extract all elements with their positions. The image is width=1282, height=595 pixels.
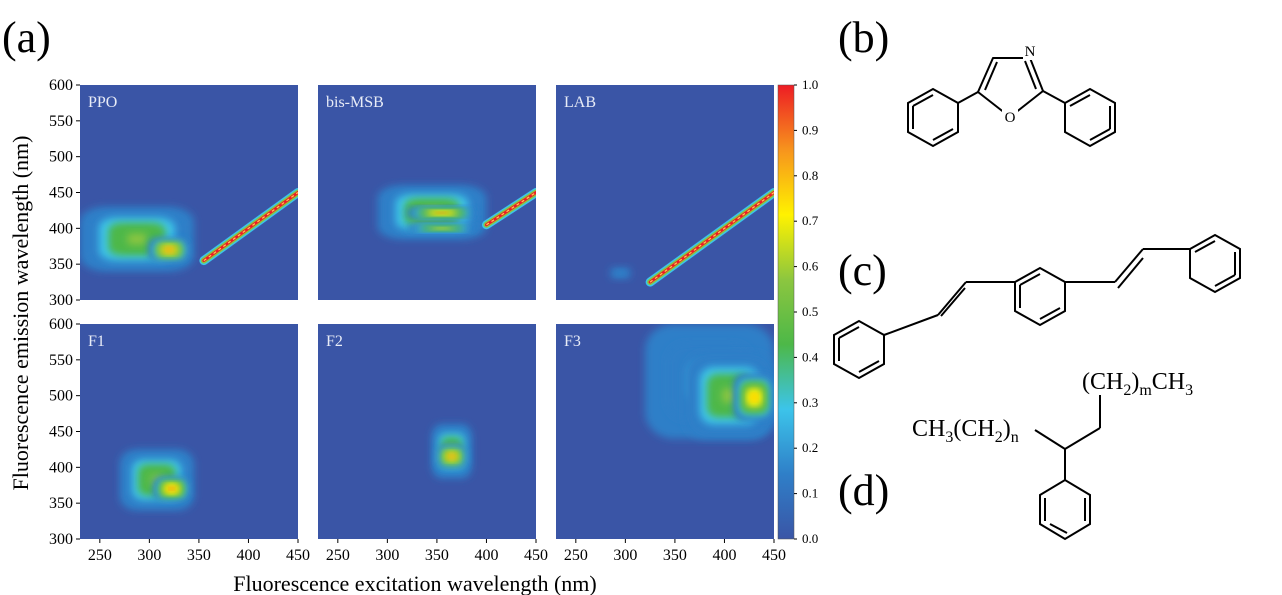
heatmap-contour (615, 270, 626, 276)
x-tick-label: 300 (613, 547, 637, 564)
panel-label-c: (c) (838, 246, 887, 295)
oxazole-n-mask (1023, 42, 1037, 60)
colorbar-tick-label: 0.3 (802, 395, 818, 410)
x-tick-label: 400 (236, 547, 260, 564)
colorbar-tick-label: 0.9 (802, 122, 818, 137)
heatmap-layer (431, 424, 472, 479)
heatmap-layer (610, 188, 774, 287)
colorbar-tick-label: 1.0 (802, 77, 818, 92)
panel-name-bis-msb: bis-MSB (326, 94, 384, 111)
y-tick-label: 600 (49, 316, 73, 333)
heatmap-contour (127, 233, 147, 245)
y-tick-label: 350 (49, 495, 73, 512)
rayleigh-scatter-texture (649, 192, 774, 283)
x-tick-label: 400 (474, 547, 498, 564)
x-tick-label: 450 (286, 547, 310, 564)
lab-formula-top: (CH2)mCH3 (1082, 369, 1193, 399)
lab-formula-left: CH3(CH2)n (912, 416, 1019, 446)
y-tick-label: 300 (49, 292, 73, 309)
panel-name-f3: F3 (564, 333, 581, 350)
heatmap-contour (450, 455, 454, 458)
panel-name-ppo: PPO (88, 94, 117, 111)
heatmap-panel-f2 (318, 324, 536, 539)
heatmap-grid: PPO 300 350 400 450 500 550 600 bis-MSB LAB F1 300 3… (49, 77, 786, 564)
bis-msb-structure (833, 233, 1241, 380)
heatmap-panel-f1 (80, 324, 298, 539)
heatmap-contour (721, 388, 737, 403)
panel-name-lab: LAB (564, 94, 596, 111)
colorbar-tick-label: 0.2 (802, 440, 818, 455)
heatmap-layer (80, 188, 298, 272)
colorbar-tick-label: 0.1 (802, 486, 818, 501)
heatmap-layer (119, 449, 194, 511)
y-tick-label: 400 (49, 220, 73, 237)
colorbar-tick-label: 0.7 (802, 213, 819, 228)
heatmap-layer (377, 185, 536, 240)
lab-structure (1034, 395, 1101, 541)
heatmap-layer (645, 324, 774, 439)
heatmap-panel-lab (556, 85, 774, 300)
panel-name-f2: F2 (326, 333, 343, 350)
y-tick-label: 300 (49, 531, 73, 548)
x-tick-label: 250 (88, 547, 112, 564)
colorbar: 0.0 0.1 0.2 0.3 0.4 0.5 0.6 0.7 0.8 0.9 1.0 (777, 77, 819, 546)
x-tick-label: 350 (425, 547, 449, 564)
rayleigh-scatter-texture (486, 191, 536, 226)
ppo-structure (907, 57, 1116, 148)
y-tick-label: 350 (49, 256, 73, 273)
colorbar-tick-label: 0.4 (802, 349, 819, 364)
rayleigh-scatter-texture (203, 192, 298, 262)
y-tick-label: 450 (49, 185, 73, 202)
y-tick-label: 500 (49, 388, 73, 405)
x-tick-label: 450 (762, 547, 786, 564)
panel-label-d: (d) (838, 466, 889, 515)
y-tick-label: 600 (49, 77, 73, 94)
x-tick-label: 300 (137, 547, 161, 564)
panel-label-a: (a) (2, 13, 51, 62)
y-tick-label: 500 (49, 149, 73, 166)
x-tick-label: 400 (712, 547, 736, 564)
atom-o: O (1005, 110, 1016, 126)
heatmap-contour (169, 487, 174, 490)
heatmap-contour (438, 212, 446, 214)
x-tick-label: 350 (187, 547, 211, 564)
x-tick-label: 250 (326, 547, 350, 564)
x-tick-label: 450 (524, 547, 548, 564)
x-tick-label: 350 (663, 547, 687, 564)
colorbar-tick-label: 0.8 (802, 168, 818, 183)
panel-name-f1: F1 (88, 333, 105, 350)
y-tick-label: 400 (49, 459, 73, 476)
x-tick-label: 250 (564, 547, 588, 564)
x-tick-label: 300 (375, 547, 399, 564)
colorbar-tick-label: 0.0 (802, 531, 818, 546)
atom-n: N (1025, 44, 1036, 60)
colorbar-gradient (777, 84, 795, 540)
heatmap-contour (166, 248, 172, 252)
y-tick-label: 450 (49, 424, 73, 441)
y-tick-label: 550 (49, 352, 73, 369)
panel-label-b: (b) (838, 13, 889, 62)
heatmap-contour (437, 227, 447, 229)
y-tick-label: 550 (49, 113, 73, 130)
colorbar-tick-label: 0.5 (802, 304, 818, 319)
heatmap-contour (751, 394, 757, 401)
y-axis-label: Fluorescence emission wavelength (nm) (8, 136, 33, 491)
oxazole-o-mask (1002, 107, 1018, 125)
colorbar-tick-label: 0.6 (802, 259, 819, 274)
x-axis-label: Fluorescence excitation wavelength (nm) (233, 571, 596, 595)
